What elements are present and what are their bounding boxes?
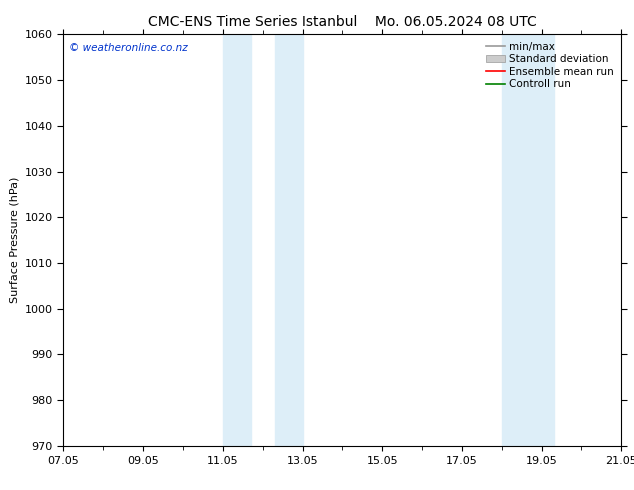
Bar bbox=[223, 34, 250, 446]
Legend: min/max, Standard deviation, Ensemble mean run, Controll run: min/max, Standard deviation, Ensemble me… bbox=[484, 40, 616, 92]
Y-axis label: Surface Pressure (hPa): Surface Pressure (hPa) bbox=[10, 177, 19, 303]
Text: © weatheronline.co.nz: © weatheronline.co.nz bbox=[69, 43, 188, 52]
Title: CMC-ENS Time Series Istanbul    Mo. 06.05.2024 08 UTC: CMC-ENS Time Series Istanbul Mo. 06.05.2… bbox=[148, 15, 537, 29]
Bar bbox=[501, 34, 553, 446]
Bar bbox=[275, 34, 302, 446]
